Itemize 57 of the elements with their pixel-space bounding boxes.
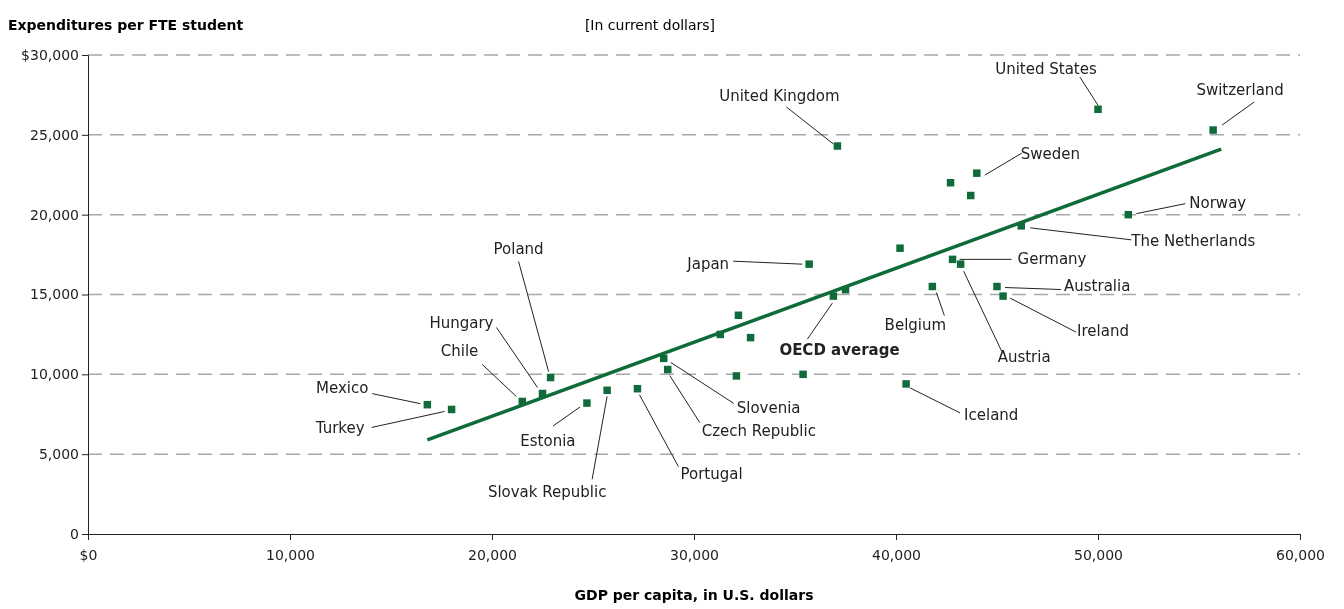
annotation: Hungary — [429, 314, 494, 333]
point — [1094, 105, 1102, 114]
annotation: Ireland — [1077, 322, 1129, 341]
annotation: Czech Republic — [701, 421, 816, 440]
annotation: United States — [995, 60, 1097, 79]
annotation: Slovenia — [736, 399, 801, 418]
point — [902, 380, 910, 388]
annotation: Belgium — [884, 315, 947, 334]
point — [833, 142, 842, 150]
point — [999, 292, 1007, 300]
y-tick-label: 25,000 — [30, 126, 79, 143]
x-axis-title: GDP per capita, in U.S. dollars — [574, 587, 814, 603]
point — [896, 244, 904, 252]
point — [1209, 126, 1217, 134]
annotation: Switzerland — [1196, 81, 1284, 100]
annotation: Sweden — [1020, 145, 1081, 164]
y-tick-label: 5,000 — [38, 446, 79, 463]
annotation: Iceland — [964, 405, 1019, 424]
annotation: Portugal — [680, 464, 743, 483]
y-tick-label: 0 — [70, 525, 79, 542]
annotation: Japan — [686, 255, 730, 274]
x-tick-label: 10,000 — [266, 546, 315, 563]
annotation: Chile — [440, 342, 479, 361]
y-axis-title: Expenditures per FTE student — [8, 17, 244, 33]
x-tick-label: 40,000 — [872, 546, 921, 563]
annotation: Poland — [493, 239, 544, 258]
x-tick-label: 60,000 — [1276, 546, 1325, 563]
annotation: Australia — [1064, 276, 1131, 295]
y-tick-label: 20,000 — [30, 206, 79, 223]
x-tick-label: 30,000 — [670, 546, 719, 563]
annotation: Norway — [1189, 193, 1247, 212]
x-tick-label: 20,000 — [468, 546, 517, 563]
y-tick-label: 15,000 — [30, 286, 79, 303]
x-tick-label: $0 — [79, 546, 98, 563]
point — [956, 260, 965, 268]
annotation: OECD average — [779, 341, 900, 360]
annotation: Austria — [997, 348, 1051, 367]
point — [583, 399, 591, 407]
annotation: The Netherlands — [1130, 231, 1256, 250]
chart-subtitle: [In current dollars] — [584, 17, 716, 33]
annotation: Turkey — [314, 419, 365, 438]
point — [973, 169, 981, 177]
point — [799, 370, 807, 379]
x-tick-label: 50,000 — [1074, 546, 1123, 563]
point — [829, 292, 838, 300]
point — [732, 372, 741, 380]
annotation: United Kingdom — [719, 87, 840, 106]
annotation: Mexico — [315, 378, 369, 397]
point — [603, 386, 611, 395]
y-tick-label: $30,000 — [21, 46, 79, 63]
y-tick-label: 10,000 — [30, 366, 79, 383]
point — [805, 260, 813, 268]
point — [1017, 222, 1025, 230]
point — [993, 282, 1001, 291]
annotation: Germany — [1017, 250, 1087, 269]
annotation: Slovak Republic — [487, 483, 607, 502]
annotation: Estonia — [520, 432, 576, 451]
